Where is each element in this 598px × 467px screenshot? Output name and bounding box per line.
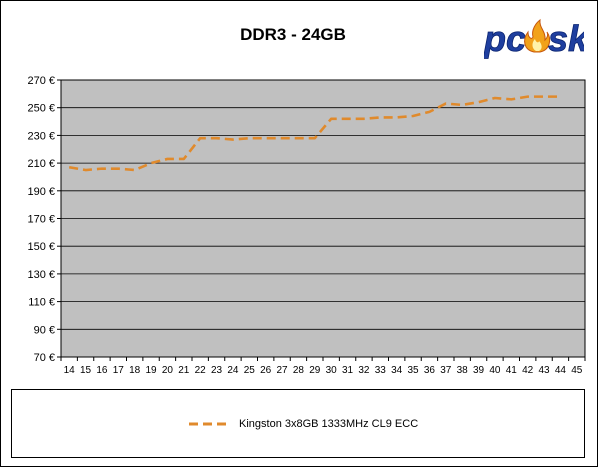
y-tick-label: 130 € [27, 269, 55, 281]
x-tick-label: 22 [195, 365, 207, 376]
x-tick-label: 17 [113, 365, 125, 376]
x-tick-label: 23 [211, 365, 223, 376]
x-tick-label: 26 [260, 365, 272, 376]
y-tick-label: 190 € [27, 186, 55, 198]
y-tick-label: 90 € [34, 324, 55, 336]
x-tick-label: 33 [375, 365, 387, 376]
x-tick-label: 38 [457, 365, 469, 376]
x-tick-label: 20 [162, 365, 174, 376]
y-tick-label: 170 € [27, 214, 55, 226]
x-tick-label: 40 [489, 365, 501, 376]
x-tick-label: 21 [178, 365, 190, 376]
svg-text:pc: pc [484, 18, 526, 59]
flame-icon [524, 18, 551, 53]
x-tick-label: 28 [293, 365, 305, 376]
x-tick-label: 32 [358, 365, 370, 376]
plot-area: 70 € 90 € 110 € 130 € 150 € 170 € 190 € 210 € 23… [27, 75, 586, 376]
x-tick-label: 31 [342, 365, 354, 376]
x-tick-label: 19 [146, 365, 158, 376]
x-tick-label: 30 [326, 365, 338, 376]
y-tick-label: 250 € [27, 103, 55, 115]
x-tick-label: 44 [555, 365, 567, 376]
chart-title: DDR3 - 24GB [240, 25, 346, 44]
x-tick-label: 36 [424, 365, 436, 376]
x-tick-label: 42 [522, 365, 534, 376]
x-tick-label: 29 [309, 365, 321, 376]
x-tick-label: 41 [506, 365, 518, 376]
x-tick-label: 35 [408, 365, 420, 376]
x-tick-label: 15 [80, 365, 92, 376]
x-tick-label: 24 [227, 365, 239, 376]
x-tick-label: 27 [277, 365, 289, 376]
x-tick-label: 39 [473, 365, 485, 376]
svg-text:sk: sk [548, 18, 584, 59]
x-tick-label: 25 [244, 365, 256, 376]
x-tick-label: 45 [571, 365, 583, 376]
x-tick-label: 43 [539, 365, 551, 376]
y-tick-label: 270 € [27, 75, 55, 87]
legend: Kingston 3x8GB 1333MHz CL9 ECC [11, 389, 585, 458]
legend-entry: Kingston 3x8GB 1333MHz CL9 ECC [189, 418, 418, 430]
pcosk-logo: pc sk [484, 18, 584, 60]
y-tick-label: 230 € [27, 130, 55, 142]
legend-label: Kingston 3x8GB 1333MHz CL9 ECC [239, 418, 419, 430]
y-tick-label: 150 € [27, 241, 55, 253]
y-tick-label: 210 € [27, 158, 55, 170]
x-tick-label: 18 [129, 365, 141, 376]
y-tick-label: 70 € [34, 352, 55, 364]
x-tick-label: 16 [96, 365, 108, 376]
x-tick-label: 14 [64, 365, 76, 376]
x-tick-label: 37 [440, 365, 452, 376]
x-tick-label: 34 [391, 365, 403, 376]
legend-swatch [189, 422, 231, 426]
y-tick-label: 110 € [28, 297, 55, 309]
